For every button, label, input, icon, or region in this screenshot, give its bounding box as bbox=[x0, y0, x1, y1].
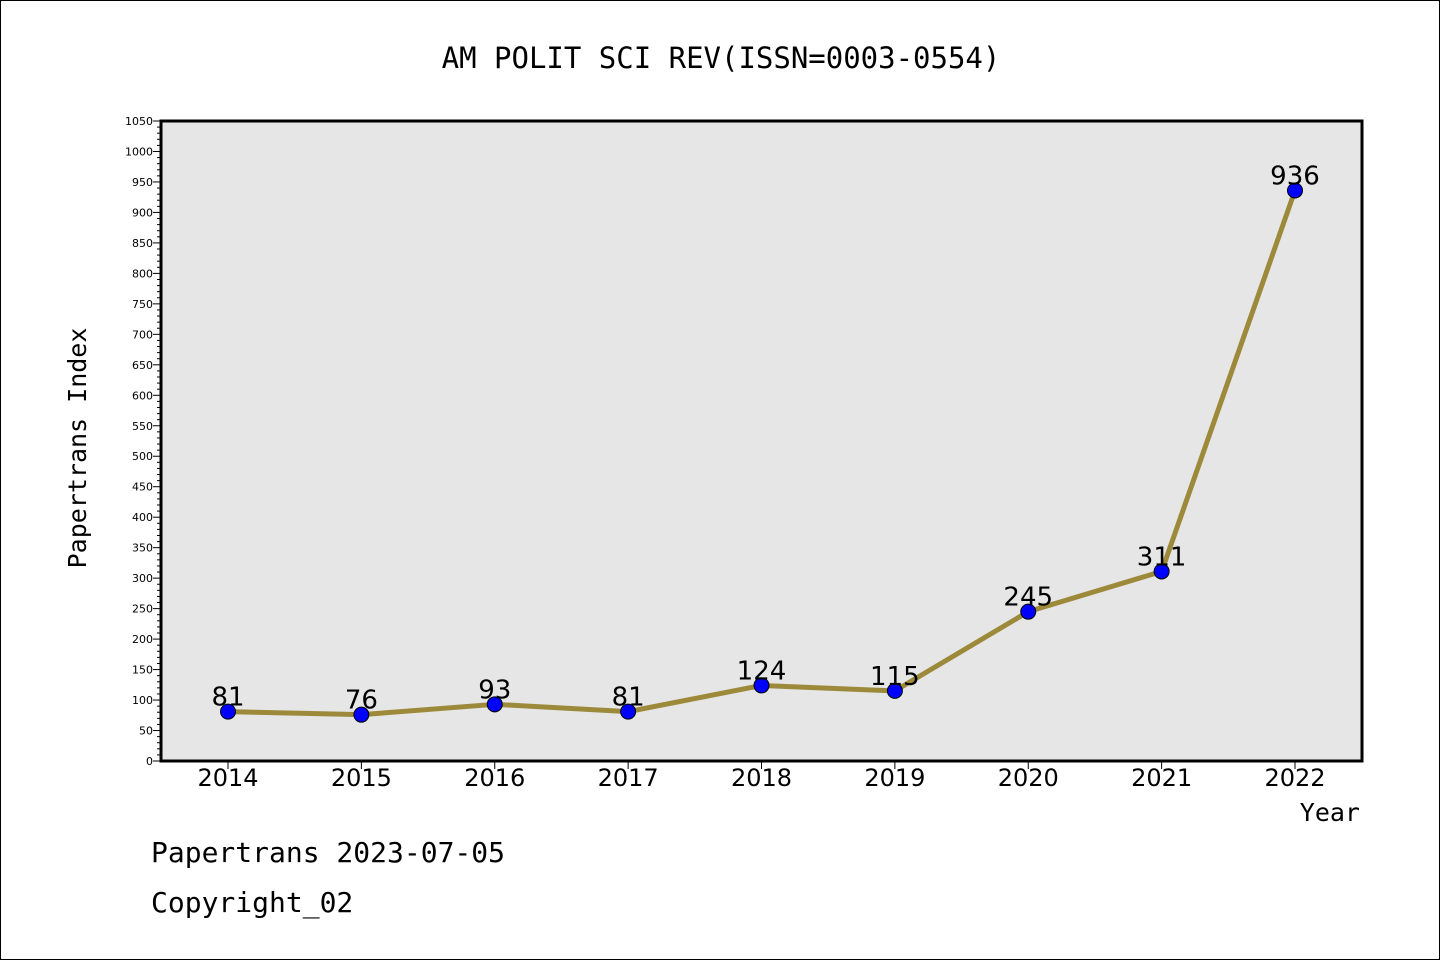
y-tick-label: 600 bbox=[132, 389, 153, 402]
y-tick-label: 450 bbox=[132, 481, 153, 494]
y-tick-label: 200 bbox=[132, 633, 153, 646]
data-label: 93 bbox=[478, 675, 511, 705]
y-tick-label: 550 bbox=[132, 420, 153, 433]
footer-source: Papertrans 2023-07-05 bbox=[151, 836, 506, 869]
data-label: 81 bbox=[612, 683, 645, 713]
y-tick-label: 900 bbox=[132, 206, 153, 219]
data-label: 936 bbox=[1270, 161, 1320, 191]
x-tick-label: 2022 bbox=[1264, 764, 1325, 792]
x-tick-label: 2016 bbox=[464, 764, 525, 792]
data-point bbox=[886, 682, 903, 699]
y-tick-label: 650 bbox=[132, 359, 153, 372]
y-tick-label: 300 bbox=[132, 572, 153, 585]
y-tick-label: 50 bbox=[139, 725, 153, 738]
footer-copyright: Copyright_02 bbox=[151, 886, 354, 919]
y-tick-label: 850 bbox=[132, 237, 153, 250]
data-label: 115 bbox=[870, 662, 920, 692]
data-point bbox=[1287, 182, 1303, 199]
y-tick-label: 150 bbox=[132, 664, 153, 677]
y-tick-label: 700 bbox=[132, 328, 153, 341]
x-axis-label: Year bbox=[1300, 798, 1360, 827]
data-label: 81 bbox=[211, 683, 244, 713]
y-tick-label: 100 bbox=[132, 694, 153, 707]
y-tick-label: 0 bbox=[146, 755, 153, 768]
x-tick-label: 2019 bbox=[864, 764, 925, 792]
x-tick-label: 2020 bbox=[998, 764, 1059, 792]
x-tick-label: 2017 bbox=[598, 764, 659, 792]
data-label: 76 bbox=[345, 686, 378, 716]
data-point bbox=[486, 696, 503, 713]
data-label: 124 bbox=[737, 656, 787, 686]
y-tick-label: 350 bbox=[132, 542, 153, 555]
y-tick-label: 800 bbox=[132, 267, 153, 280]
data-label: 311 bbox=[1137, 542, 1187, 572]
x-tick-label: 2018 bbox=[731, 764, 792, 792]
data-markers bbox=[220, 182, 1303, 723]
y-tick-label: 1050 bbox=[125, 115, 153, 128]
plot-area bbox=[159, 119, 1364, 763]
y-tick-label: 500 bbox=[132, 450, 153, 463]
y-tick-label: 950 bbox=[132, 176, 153, 189]
y-tick-label: 250 bbox=[132, 603, 153, 616]
data-point bbox=[753, 677, 770, 694]
data-point bbox=[1153, 563, 1170, 580]
data-label: 245 bbox=[1003, 583, 1053, 613]
data-point bbox=[220, 703, 236, 720]
y-axis-label: Papertrans Index bbox=[63, 328, 92, 569]
x-axis-ticks: 2014 2015 2016 2017 2018 2019 2020 2021 2022 bbox=[197, 761, 1326, 792]
data-labels: 81 76 93 81 124 115 245 311 936 bbox=[211, 161, 1319, 715]
x-tick-label: 2014 bbox=[197, 764, 258, 792]
y-axis-ticks: 0 50 100 150 200 250 300 350 400 450 500 550 600 650 7… bbox=[125, 115, 161, 768]
data-point bbox=[1020, 603, 1037, 620]
x-tick-label: 2021 bbox=[1131, 764, 1192, 792]
y-tick-label: 400 bbox=[132, 511, 153, 524]
y-tick-label: 750 bbox=[132, 298, 153, 311]
data-point bbox=[353, 706, 370, 723]
y-tick-label: 1000 bbox=[125, 145, 153, 158]
x-tick-label: 2015 bbox=[331, 764, 392, 792]
chart-title: AM POLIT SCI REV(ISSN=0003-0554) bbox=[442, 41, 1001, 75]
data-point bbox=[620, 703, 637, 720]
